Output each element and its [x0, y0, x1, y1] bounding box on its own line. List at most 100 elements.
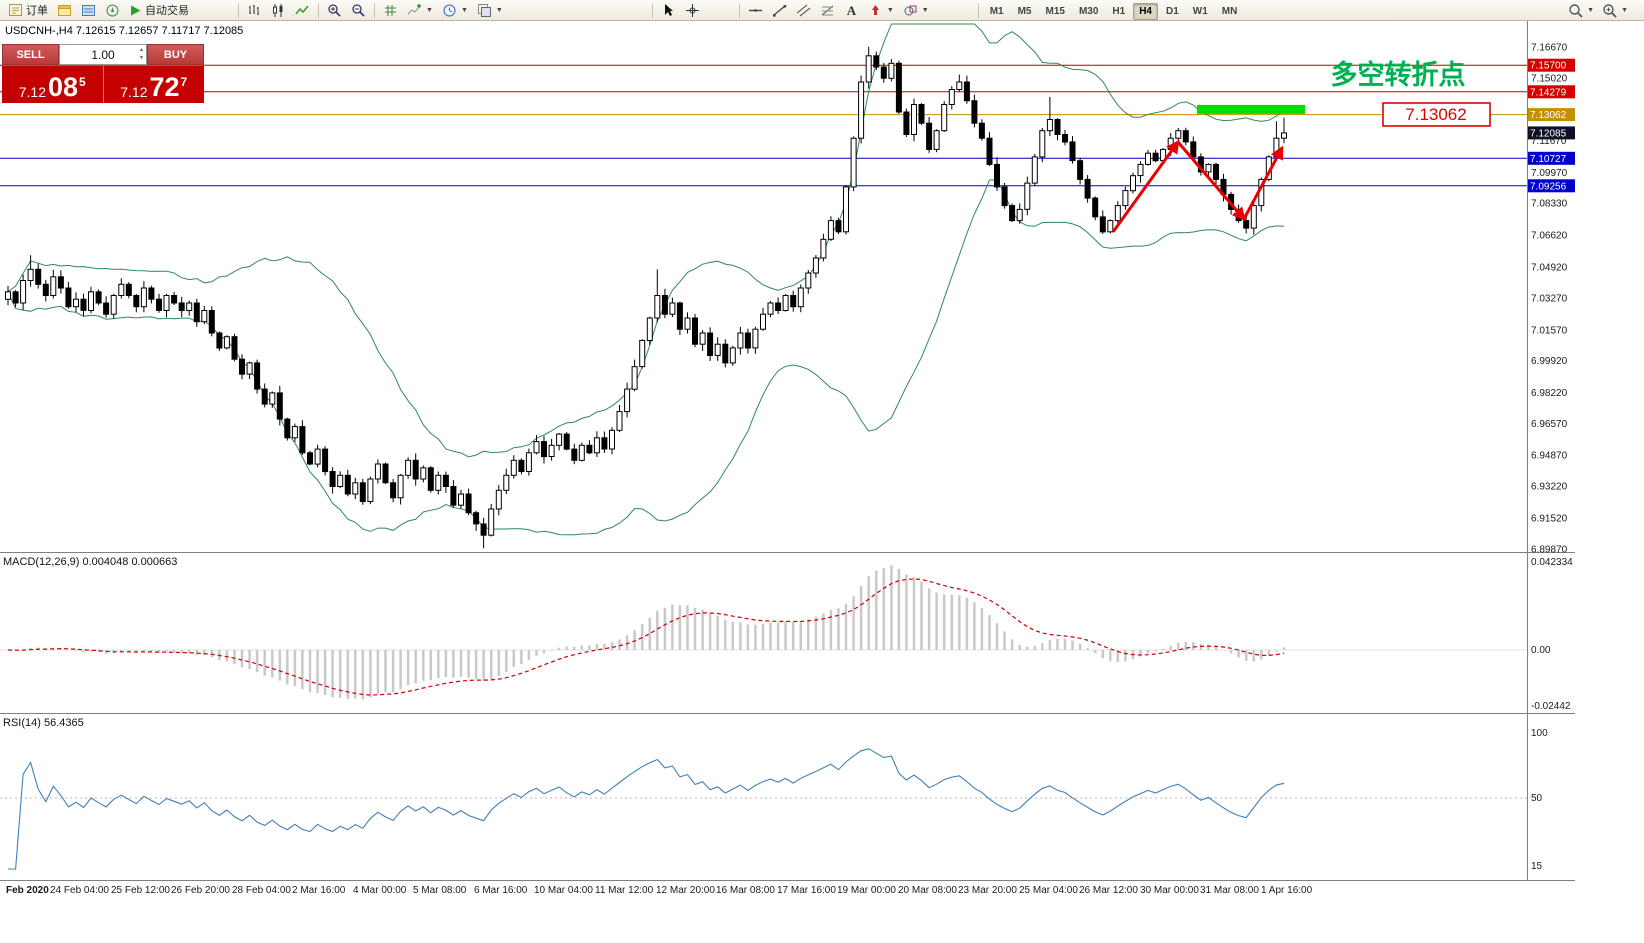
fibonacci-tool-button[interactable]	[816, 1, 839, 20]
spinner-up-icon[interactable]: ▲	[139, 47, 144, 53]
svg-text:2 Mar 16:00: 2 Mar 16:00	[292, 885, 346, 896]
tf-button-d1[interactable]: D1	[1166, 6, 1179, 17]
svg-text:30 Mar 00:00: 30 Mar 00:00	[1140, 885, 1199, 896]
chart-window-icon	[58, 4, 71, 16]
dropdown-caret-icon: ▼	[921, 6, 929, 14]
new-order-label: 订单	[26, 5, 48, 17]
candlestick-mode-button[interactable]	[267, 1, 290, 20]
new-order-icon	[9, 3, 22, 16]
tf-button-m1[interactable]: M1	[989, 6, 1004, 17]
indicator-axis[interactable]: 0.042334 0.00 -0.02442 100 50 15	[1531, 557, 1573, 872]
time-axis[interactable]: Feb 2020 24 Feb 04:00 25 Feb 12:00 26 Feb 2…	[6, 885, 1313, 896]
tf-button-h1[interactable]: H1	[1112, 6, 1126, 17]
chart-window-button[interactable]	[53, 1, 76, 20]
tf-button-w1[interactable]: W1	[1192, 6, 1208, 17]
svg-text:7.09970: 7.09970	[1531, 168, 1568, 179]
svg-text:5 Mar 08:00: 5 Mar 08:00	[413, 885, 467, 896]
line-chart-mode-button[interactable]	[291, 1, 314, 20]
price-tag[interactable]: 7.13062	[1382, 102, 1491, 127]
one-click-trading-panel: SELL 1.00 ▲ ▼ BUY 7.12 08 5 7.12 72 7	[2, 44, 204, 103]
horizontal-level-lines[interactable]	[0, 64, 1527, 187]
buy-button[interactable]: BUY	[147, 44, 204, 65]
navigator-button[interactable]	[101, 1, 124, 20]
zoom-out-icon	[352, 3, 365, 17]
period-button[interactable]: ▼	[438, 1, 472, 20]
new-order-button[interactable]: 订单	[4, 1, 52, 20]
period-clock-icon	[443, 4, 456, 16]
svg-text:Feb 2020: Feb 2020	[6, 885, 49, 896]
spinner-down-icon[interactable]: ▼	[139, 55, 144, 61]
shapes-tool-button[interactable]: ▼	[899, 1, 933, 20]
svg-text:10 Mar 04:00: 10 Mar 04:00	[534, 885, 593, 896]
trendline-tool-button[interactable]	[768, 1, 791, 20]
svg-text:25 Feb 12:00: 25 Feb 12:00	[111, 885, 170, 896]
svg-text:7.06620: 7.06620	[1531, 231, 1568, 242]
svg-text:23 Mar 20:00: 23 Mar 20:00	[958, 885, 1017, 896]
sell-button[interactable]: SELL	[2, 44, 59, 65]
autotrade-button[interactable]: 自动交易	[125, 1, 193, 20]
svg-text:7.15020: 7.15020	[1531, 73, 1568, 84]
macd-value-signal: 0.000663	[131, 556, 178, 568]
svg-text:7.14279: 7.14279	[1530, 87, 1567, 98]
sell-price-display[interactable]: 7.12 08 5	[2, 66, 104, 103]
autotrade-label: 自动交易	[145, 5, 189, 17]
toolbar-separator	[238, 2, 239, 18]
annotation-text[interactable]: 多空转折点	[1331, 59, 1466, 90]
svg-text:26 Feb 20:00: 26 Feb 20:00	[171, 885, 230, 896]
tf-button-h4[interactable]: H4	[1133, 3, 1158, 20]
macd-name: MACD(12,26,9)	[3, 556, 80, 568]
buy-price-display[interactable]: 7.12 72 7	[103, 66, 204, 103]
grid-toggle-button[interactable]	[379, 1, 402, 20]
magnifier-plus-button[interactable]: ▼	[1598, 1, 1632, 20]
volume-value: 1.00	[91, 47, 115, 62]
svg-text:6.96570: 6.96570	[1531, 419, 1568, 430]
dropdown-caret-icon: ▼	[1621, 6, 1628, 14]
svg-text:19 Mar 00:00: 19 Mar 00:00	[837, 885, 896, 896]
grid-icon	[385, 4, 396, 16]
svg-text:7.13062: 7.13062	[1530, 110, 1567, 121]
volume-input[interactable]: 1.00 ▲ ▼	[59, 44, 147, 65]
bar-chart-icon	[249, 4, 259, 15]
channel-icon	[796, 4, 811, 16]
channel-tool-button[interactable]	[792, 1, 815, 20]
pane-separators[interactable]	[0, 21, 1575, 881]
navigator-icon	[106, 4, 119, 16]
macd-label: MACD(12,26,9) 0.004048 0.000663	[3, 556, 177, 568]
volume-spinner[interactable]: ▲ ▼	[139, 46, 144, 62]
candlestick-chart-icon	[273, 3, 283, 17]
highlight-zone[interactable]	[1197, 104, 1305, 114]
crosshair-tool-button[interactable]	[681, 1, 704, 20]
horizontal-line-tool-button[interactable]	[744, 1, 767, 20]
svg-text:20 Mar 08:00: 20 Mar 08:00	[898, 885, 957, 896]
tf-button-m15[interactable]: M15	[1045, 6, 1065, 17]
sell-price-sup: 5	[79, 75, 86, 89]
bar-chart-mode-button[interactable]	[243, 1, 266, 20]
templates-button[interactable]: ▼	[473, 1, 507, 20]
trendline-icon	[772, 4, 787, 17]
toolbar-separator	[318, 2, 319, 18]
svg-text:6.94870: 6.94870	[1531, 451, 1568, 462]
svg-text:7.15700: 7.15700	[1530, 61, 1567, 72]
toolbar-separator	[651, 2, 653, 18]
tf-button-m30[interactable]: M30	[1078, 6, 1099, 17]
svg-text:4 Mar 00:00: 4 Mar 00:00	[353, 885, 407, 896]
market-watch-button[interactable]	[77, 1, 100, 20]
arrow-object-icon	[871, 4, 879, 15]
svg-text:6 Mar 16:00: 6 Mar 16:00	[474, 885, 528, 896]
text-tool-button[interactable]: A	[840, 1, 863, 20]
add-indicator-button[interactable]: ▼	[403, 1, 437, 20]
arrows-tool-button[interactable]: ▼	[864, 1, 898, 20]
search-button[interactable]: ▼	[1564, 1, 1598, 20]
zoom-out-button[interactable]	[347, 1, 370, 20]
zoom-in-button[interactable]	[323, 1, 346, 20]
svg-text:11 Mar 12:00: 11 Mar 12:00	[595, 885, 654, 896]
trend-arrows[interactable]	[1111, 139, 1284, 233]
svg-text:7.01570: 7.01570	[1531, 325, 1568, 336]
tf-button-m5[interactable]: M5	[1017, 6, 1032, 17]
toolbar-separator	[977, 2, 979, 18]
cursor-tool-button[interactable]	[657, 1, 680, 20]
svg-text:-0.02442: -0.02442	[1531, 701, 1571, 712]
tf-button-mn[interactable]: MN	[1221, 6, 1238, 17]
